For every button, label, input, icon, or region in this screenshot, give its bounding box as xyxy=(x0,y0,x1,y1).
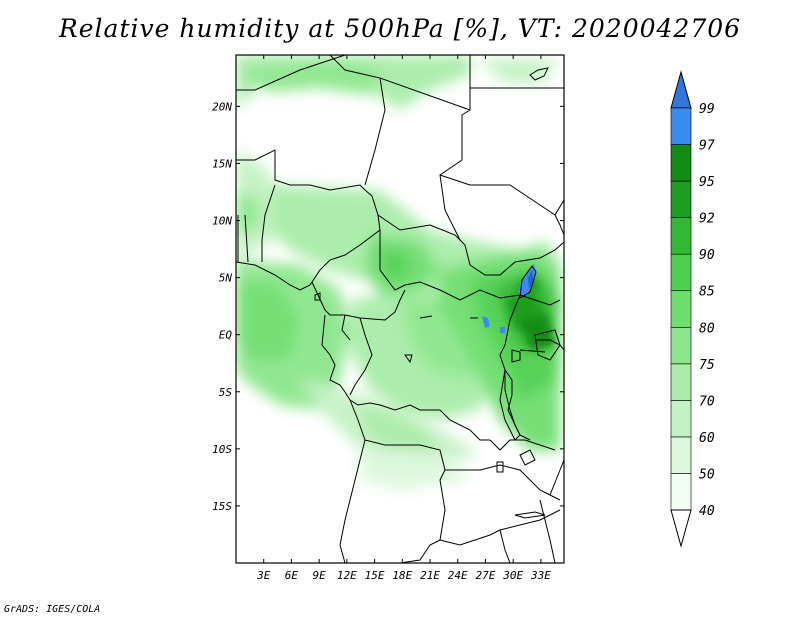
colorbar-label: 97 xyxy=(699,139,715,154)
lat-label: 20N xyxy=(212,100,232,113)
lon-label: 33E xyxy=(530,569,551,582)
colorbar-swatch xyxy=(670,107,692,145)
humidity-shading xyxy=(236,55,560,490)
colorbar-swatch xyxy=(670,144,692,182)
lat-label: 15S xyxy=(212,500,232,513)
colorbar-label: 75 xyxy=(699,358,715,373)
colorbar-swatch xyxy=(670,253,692,292)
lon-label: 24E xyxy=(448,569,468,582)
colorbar-swatch xyxy=(670,473,692,511)
lat-label: 10S xyxy=(212,443,232,456)
lat-label: 5S xyxy=(219,386,233,399)
lon-label: 30E xyxy=(502,569,523,582)
colorbar-label: 50 xyxy=(699,467,715,482)
lat-label: 10N xyxy=(212,215,232,228)
lat-label: 15N xyxy=(212,157,232,170)
colorbar-label: 99 xyxy=(699,102,715,117)
colorbar-swatch xyxy=(670,436,692,474)
lon-label: 21E xyxy=(420,569,440,582)
colorbar-label: 90 xyxy=(699,248,715,263)
map-frame xyxy=(235,54,565,564)
colorbar-top-arrow xyxy=(670,70,692,109)
colorbar-label: 80 xyxy=(699,321,715,336)
colorbar-label: 92 xyxy=(699,212,715,227)
chart-title: Relative humidity at 500hPa [%], VT: 202… xyxy=(58,14,742,43)
lon-label: 9E xyxy=(313,569,327,582)
lon-label: 15E xyxy=(365,569,385,582)
colorbar: 40 50 60 70 75 80 85 90 92 95 97 99 xyxy=(670,70,715,548)
colorbar-swatch xyxy=(670,326,692,365)
colorbar-label: 40 xyxy=(699,504,715,519)
colorbar-swatch xyxy=(670,217,692,255)
colorbar-label: 60 xyxy=(699,431,715,446)
lon-label: 18E xyxy=(392,569,412,582)
lon-label: 6E xyxy=(285,569,299,582)
colorbar-swatch xyxy=(670,363,692,401)
lat-label: EQ xyxy=(219,329,233,342)
colorbar-label: 85 xyxy=(699,285,715,300)
colorbar-swatch xyxy=(670,400,692,438)
grads-credit: GrADS: IGES/COLA xyxy=(4,604,101,615)
lon-label: 12E xyxy=(337,569,357,582)
colorbar-swatch xyxy=(670,290,692,328)
colorbar-label: 70 xyxy=(699,394,715,409)
map-axes: 20N 15N 10N 5N EQ 5S 10S 15S 3E 6E 9E 12E 15E 18E 21E 2… xyxy=(212,55,564,582)
lon-label: 27E xyxy=(476,569,496,582)
colorbar-label: 95 xyxy=(699,175,715,190)
colorbar-bottom-arrow xyxy=(670,509,692,548)
country-borders xyxy=(236,55,564,563)
lon-label: 3E xyxy=(256,569,271,582)
lat-label: 5N xyxy=(219,272,233,285)
colorbar-swatch xyxy=(670,180,692,218)
